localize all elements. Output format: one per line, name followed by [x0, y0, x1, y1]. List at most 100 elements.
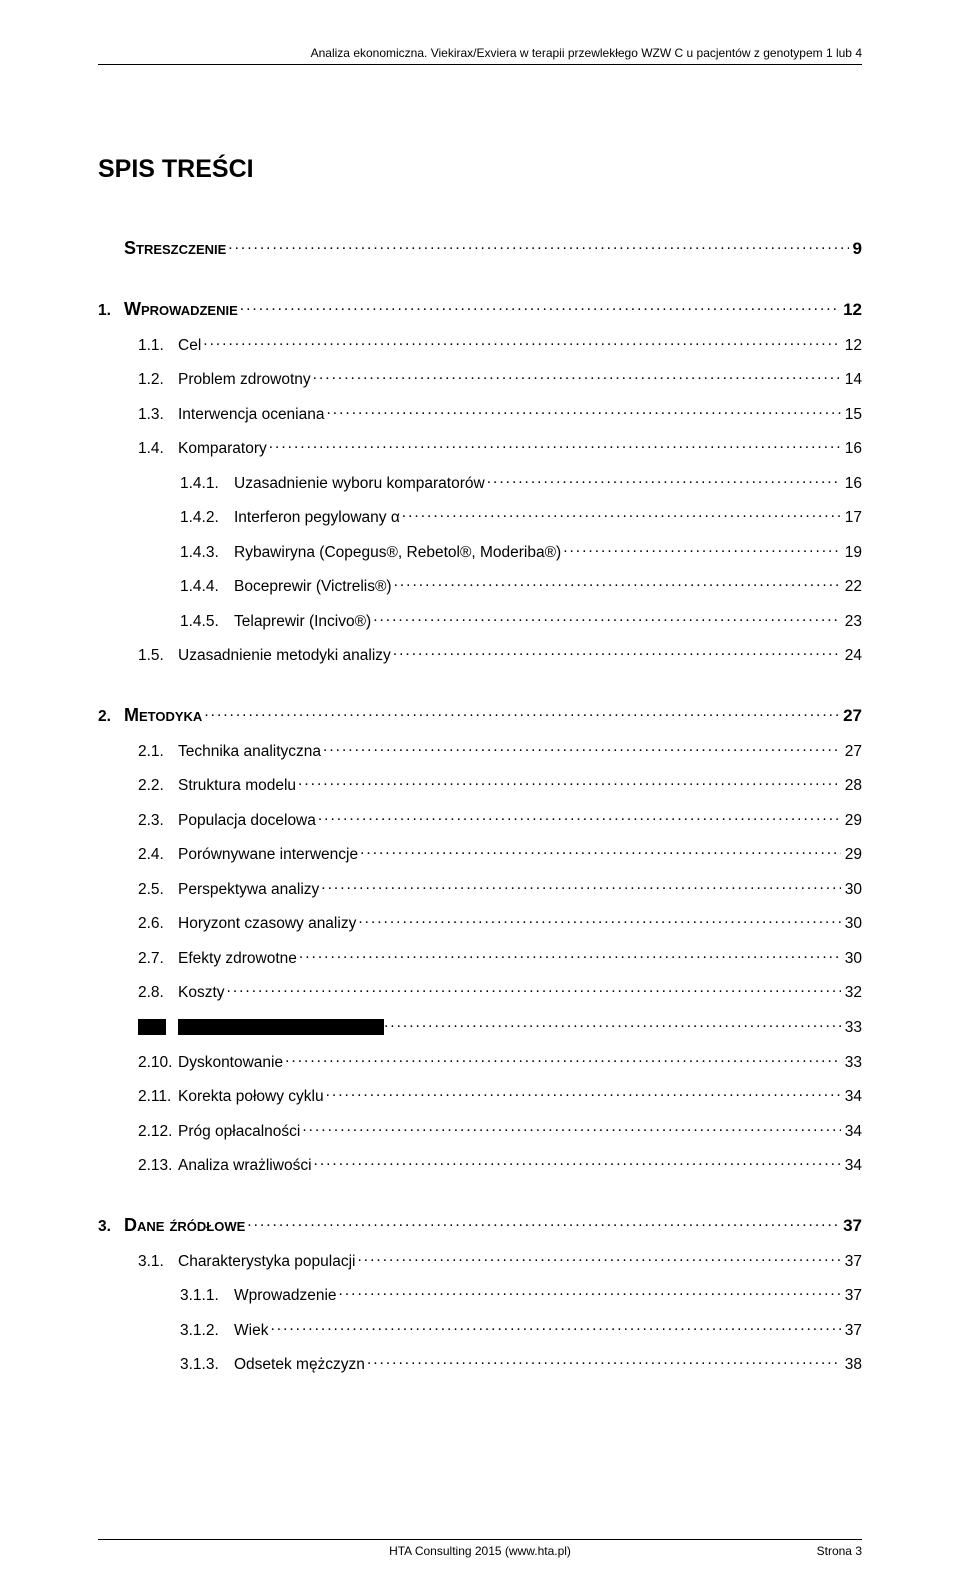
toc-entry-text: Dyskontowanie	[178, 1054, 283, 1071]
toc-entry[interactable]: 2.6. Horyzont czasowy analizy 30	[138, 913, 862, 934]
toc-entry-text: Streszczenie	[124, 238, 226, 258]
toc-entry-number: 1.4.1.	[180, 475, 234, 493]
toc-entry-label: 1.4.5. Telaprewir (Incivo®)	[180, 613, 373, 631]
toc-page-number: 27	[841, 743, 862, 761]
toc-entry[interactable]: 2.2. Struktura modelu 28	[138, 775, 862, 796]
toc-entry-number: 2.12.	[138, 1123, 178, 1141]
toc-entry-label: 2.8. Koszty	[138, 984, 227, 1002]
toc-entry-label: 1.4.2. Interferon pegylowany α	[180, 509, 402, 527]
toc-entry-label: 1.3. Interwencja oceniana	[138, 406, 327, 424]
toc-entry-label: 2.2. Struktura modelu	[138, 777, 298, 795]
toc-entry[interactable]: 1.4.2. Interferon pegylowany α 17	[180, 507, 862, 528]
toc-entry-label: 1.4. Komparatory	[138, 440, 269, 458]
toc-leader	[487, 472, 841, 488]
toc-leader	[326, 1086, 841, 1102]
toc-entry-number: 2.6.	[138, 915, 178, 933]
toc-leader	[394, 576, 841, 592]
toc-entry-label: Streszczenie	[98, 238, 228, 259]
toc-entry-number: 1.3.	[138, 406, 178, 424]
toc-entry[interactable]: 2.3. Populacja docelowa 29	[138, 809, 862, 830]
toc-entry[interactable]: 3. Dane źródłowe 37	[98, 1215, 862, 1236]
toc-entry-text: Interwencja oceniana	[178, 406, 325, 423]
toc-entry-label: 1.5. Uzasadnienie metodyki analizy	[138, 647, 393, 665]
toc-page-number: 27	[839, 706, 862, 726]
toc-page-number: 38	[841, 1356, 862, 1374]
toc-entry[interactable]: 2.8. Koszty 32	[138, 982, 862, 1003]
table-of-contents: Streszczenie 9 1. Wprowadzenie 12 1.1. Cel…	[98, 238, 862, 1374]
toc-entry-text: Cel	[178, 337, 201, 354]
toc-entry-number: 2.5.	[138, 881, 178, 899]
toc-entry[interactable]: 2.11. Korekta połowy cyklu 34	[138, 1086, 862, 1107]
toc-entry[interactable]: 1.5. Uzasadnienie metodyki analizy 24	[138, 645, 862, 666]
toc-entry-text: Korekta połowy cyklu	[178, 1088, 324, 1105]
toc-page-number: 34	[841, 1123, 862, 1141]
toc-entry[interactable]: 3.1.2. Wiek 37	[180, 1319, 862, 1340]
toc-leader	[321, 878, 840, 894]
toc-page-number: 14	[841, 371, 862, 389]
redaction-block	[178, 1019, 384, 1035]
toc-page-number: 24	[841, 647, 862, 665]
toc-entry[interactable]: 2.5. Perspektywa analizy 30	[138, 878, 862, 899]
toc-entry-label: 3.1. Charakterystyka populacji	[138, 1253, 357, 1271]
toc-entry-text: Efekty zdrowotne	[178, 950, 297, 967]
toc-page-number: 28	[841, 777, 862, 795]
toc-entry[interactable]: 2. Metodyka 27	[98, 705, 862, 726]
toc-entry-label: 1.4.1. Uzasadnienie wyboru komparatorów	[180, 475, 487, 493]
toc-leader	[270, 1319, 840, 1335]
toc-entry-number: 1.4.	[138, 440, 178, 458]
toc-page-number: 12	[841, 337, 862, 355]
toc-entry-number: 2.10.	[138, 1054, 178, 1072]
toc-entry[interactable]: 1.4.5. Telaprewir (Incivo®) 23	[180, 610, 862, 631]
toc-entry-number: 1.	[98, 302, 124, 320]
toc-entry-number: 2.13.	[138, 1157, 178, 1175]
toc-leader	[393, 645, 841, 661]
toc-leader	[384, 1017, 841, 1033]
toc-leader	[240, 300, 839, 316]
toc-entry-label: 2.5. Perspektywa analizy	[138, 881, 321, 899]
toc-entry-text: Perspektywa analizy	[178, 881, 319, 898]
toc-entry[interactable]: 1.3. Interwencja oceniana 15	[138, 403, 862, 424]
toc-entry-text: Metodyka	[124, 705, 202, 725]
page-footer: HTA Consulting 2015 (www.hta.pl) Strona …	[98, 1539, 862, 1558]
toc-entry-number: 1.2.	[138, 371, 178, 389]
toc-page-number: 22	[841, 578, 862, 596]
toc-entry[interactable]: 2.4. Porównywane interwencje 29	[138, 844, 862, 865]
toc-entry[interactable]: 3.1.3. Odsetek mężczyzn 38	[180, 1354, 862, 1375]
toc-entry-number: 1.5.	[138, 647, 178, 665]
toc-entry[interactable]: 1.4.3. Rybawiryna (Copegus®, Rebetol®, M…	[180, 541, 862, 562]
toc-entry[interactable]: 2.10. Dyskontowanie 33	[138, 1051, 862, 1072]
toc-entry-label: 2.1. Technika analityczna	[138, 743, 323, 761]
toc-entry[interactable]: 1.4.4. Boceprewir (Victrelis®) 22	[180, 576, 862, 597]
toc-entry[interactable]: 2.1. Technika analityczna 27	[138, 740, 862, 761]
toc-entry[interactable]: 2.13. Analiza wrażliwości 34	[138, 1155, 862, 1176]
toc-entry[interactable]: 1.1. Cel 12	[138, 334, 862, 355]
toc-entry-number: 2.	[98, 708, 124, 726]
toc-page-number: 33	[841, 1054, 862, 1072]
toc-entry[interactable]: 3.1. Charakterystyka populacji 37	[138, 1250, 862, 1271]
toc-leader	[339, 1285, 841, 1301]
toc-leader	[563, 541, 841, 557]
toc-leader	[373, 610, 841, 626]
toc-entry[interactable]: 2.7. Efekty zdrowotne 30	[138, 947, 862, 968]
toc-entry-text: Interferon pegylowany α	[234, 509, 400, 526]
toc-entry[interactable]: 2.12. Próg opłacalności 34	[138, 1120, 862, 1141]
toc-leader	[360, 844, 841, 860]
toc-entry-number: 2.2.	[138, 777, 178, 795]
toc-entry[interactable]: 1.4. Komparatory 16	[138, 438, 862, 459]
toc-page-number: 37	[841, 1253, 862, 1271]
toc-entry[interactable]: 1.4.1. Uzasadnienie wyboru komparatorów …	[180, 472, 862, 493]
toc-page-number: 30	[841, 950, 862, 968]
toc-entry-text: Koszty	[178, 984, 225, 1001]
toc-page-number: 33	[841, 1019, 862, 1037]
toc-entry-text: Uzasadnienie wyboru komparatorów	[234, 475, 485, 492]
toc-entry[interactable]: 1.2. Problem zdrowotny 14	[138, 369, 862, 390]
document-page: Analiza ekonomiczna. Viekirax/Exviera w …	[0, 0, 960, 1592]
toc-leader	[318, 809, 841, 825]
toc-entry[interactable]: Streszczenie 9	[98, 238, 862, 259]
toc-entry[interactable]: 3.1.1. Wprowadzenie 37	[180, 1285, 862, 1306]
toc-entry[interactable]: 1. Wprowadzenie 12	[98, 299, 862, 320]
toc-page-number: 16	[841, 475, 862, 493]
toc-leader	[227, 982, 841, 998]
footer-page-number: Strona 3	[817, 1544, 862, 1558]
toc-leader	[269, 438, 841, 454]
